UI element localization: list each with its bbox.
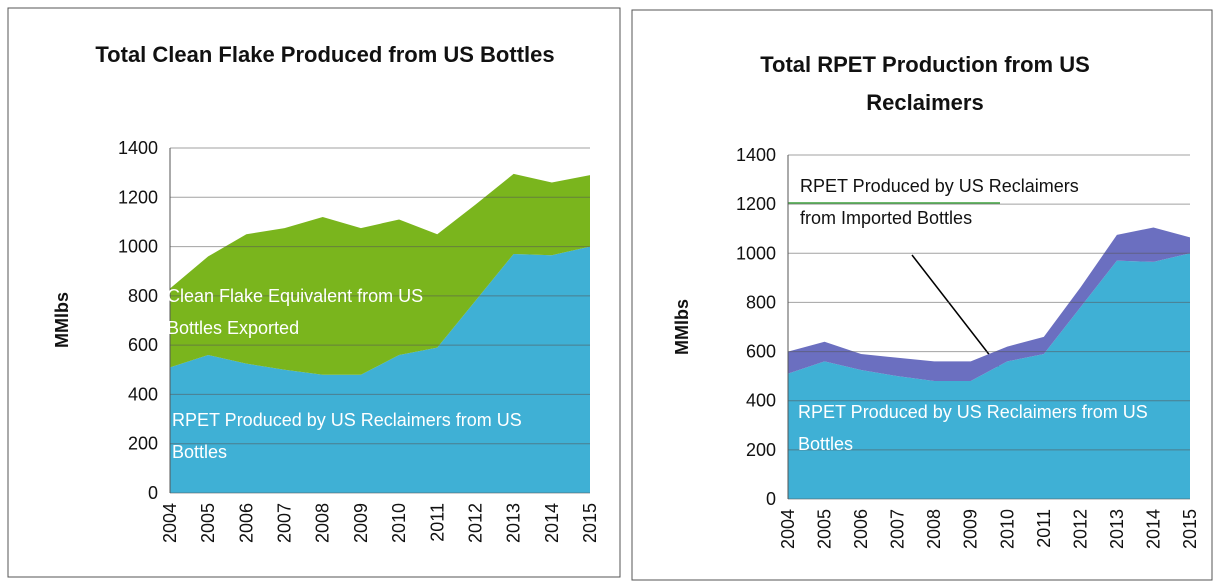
panel-frame [7,7,621,578]
y-tick-label: 800 [746,292,776,312]
y-tick-label: 1400 [118,138,158,158]
series-label: RPET Produced by US Reclaimers from Impo… [800,176,1079,228]
x-tick-label: 2014 [1143,509,1163,549]
x-tick-label: 2009 [351,503,371,543]
y-tick-label: 200 [128,434,158,454]
y-tick-label: 600 [128,335,158,355]
x-tick-label: 2010 [997,509,1017,549]
y-tick-label: 1400 [736,145,776,165]
x-tick-label: 2015 [580,503,600,543]
y-axis-label: MMlbs [52,292,72,348]
x-tick-label: 2008 [313,503,333,543]
panel-frame [631,9,1213,581]
x-tick-label: 2011 [427,503,447,542]
chart-title: Total RPET Production from US Reclaimers [760,52,1090,115]
y-tick-label: 0 [148,483,158,503]
area [170,173,590,375]
x-tick-label: 2005 [815,509,835,549]
area [788,253,1190,499]
series-label: RPET Produced by US Reclaimers from US B… [798,402,1148,454]
x-tick-label: 2004 [778,509,798,549]
x-tick-label: 2012 [1070,509,1090,549]
x-tick-label: 2007 [888,509,908,549]
y-tick-label: 400 [746,391,776,411]
x-tick-label: 2009 [961,509,981,549]
x-tick-label: 2012 [465,503,485,543]
y-tick-label: 200 [746,440,776,460]
y-tick-label: 0 [766,489,776,509]
x-tick-label: 2008 [924,509,944,549]
x-tick-label: 2011 [1034,509,1054,548]
x-tick-label: 2006 [851,509,871,549]
y-tick-label: 1200 [118,187,158,207]
series-label: RPET Produced by US Reclaimers from US B… [172,410,522,462]
x-tick-label: 2013 [504,503,524,543]
x-tick-label: 2010 [389,503,409,543]
y-tick-label: 1000 [118,237,158,257]
y-axis-label: MMlbs [672,299,692,355]
area [788,227,1190,382]
y-tick-label: 1000 [736,243,776,263]
x-tick-label: 2015 [1180,509,1200,549]
y-tick-label: 1200 [736,194,776,214]
area [170,246,590,493]
y-tick-label: 400 [128,384,158,404]
chart-title: Total Clean Flake Produced from US Bottl… [95,42,555,67]
series-label: Clean Flake Equivalent from US Bottles E… [167,286,424,338]
y-tick-label: 800 [128,286,158,306]
x-tick-label: 2013 [1107,509,1127,549]
x-tick-label: 2004 [160,503,180,543]
x-tick-label: 2014 [542,503,562,543]
x-tick-label: 2006 [236,503,256,543]
y-tick-label: 600 [746,342,776,362]
x-tick-label: 2007 [275,503,295,543]
x-tick-label: 2005 [198,503,218,543]
